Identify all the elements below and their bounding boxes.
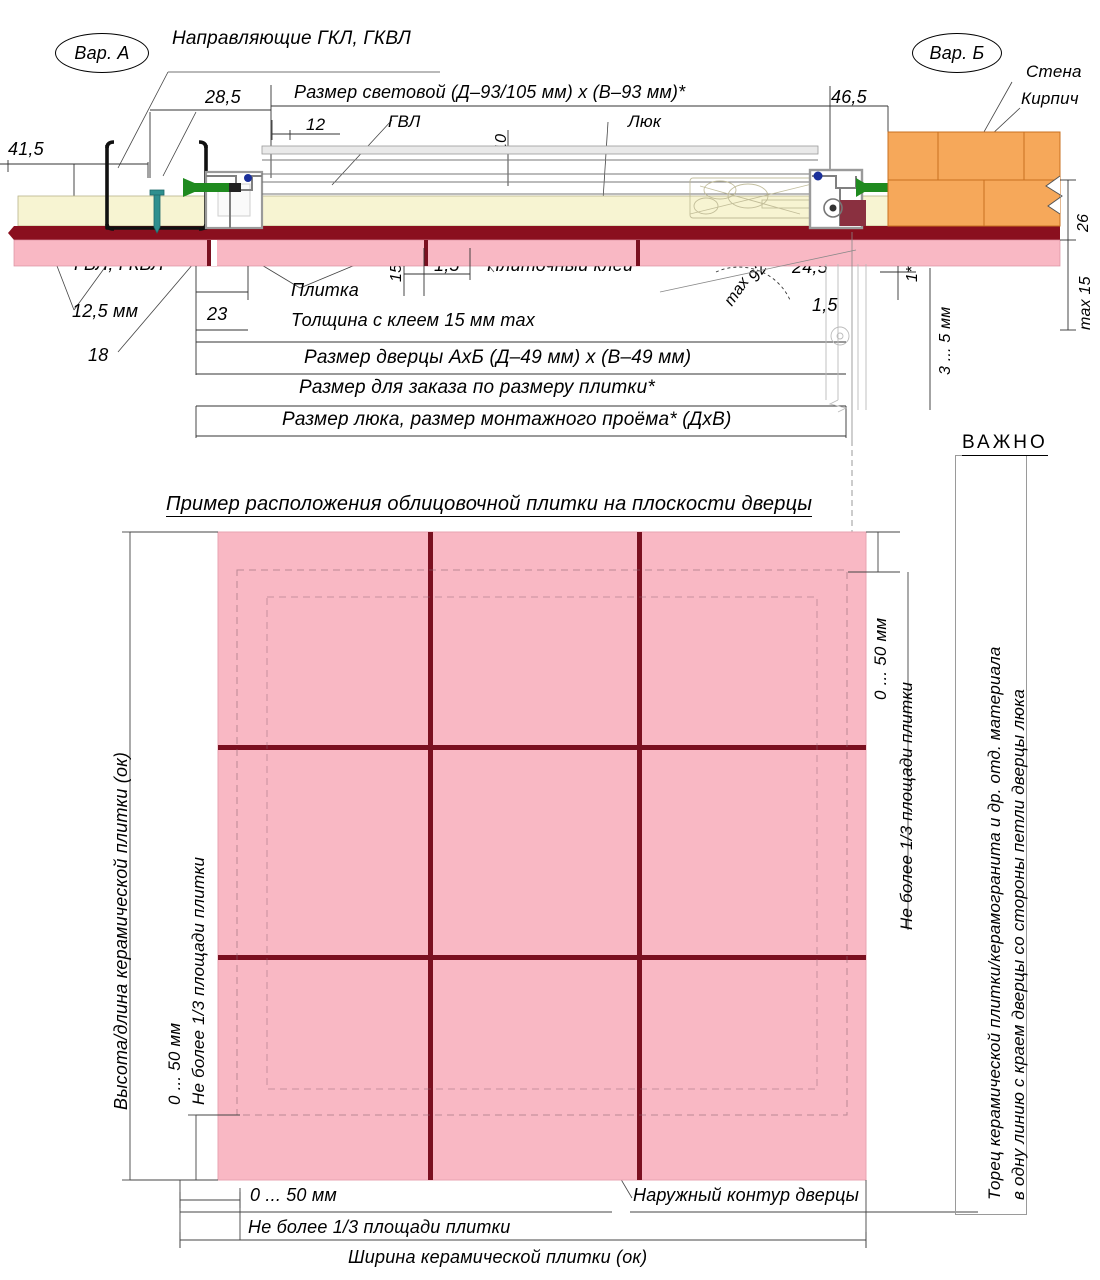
dim-24-5: 24,5 xyxy=(792,257,828,277)
label-thickness-note: Толщина с клеем 15 мм max xyxy=(291,310,535,330)
important-title: ВАЖНО xyxy=(962,432,1048,456)
label-hatch-size: Размер люка, размер монтажного проёма* (… xyxy=(282,409,732,430)
dim-12: 12 xyxy=(306,115,326,134)
dim-angle-max: max xyxy=(721,274,753,310)
plan-right-dim-a: 0 ... 50 мм xyxy=(871,617,890,700)
plan-left-outer-dim: Высота/длина керамической плитки (ок) xyxy=(111,751,131,1110)
label-door-size: Размер дверцы АхБ (Д–49 мм) х (В–49 мм) xyxy=(304,347,692,368)
label-gvl: ГВЛ xyxy=(388,112,421,131)
dim-max-15: max 15 xyxy=(1077,276,1094,330)
dim-angle-92: 92° xyxy=(744,252,775,286)
label-guides: Направляющие ГКЛ, ГКВЛ xyxy=(172,28,412,49)
plan-title: Пример расположения облицовочной плитки … xyxy=(166,493,813,517)
dim-1-5: 1,5 xyxy=(434,255,460,275)
dim-18: 18 xyxy=(88,345,109,365)
label-order-size: Размер для заказа по размеру плитки* xyxy=(299,377,655,398)
label-brick: Кирпич xyxy=(1021,89,1079,108)
balloon-variant-a: Вар. А xyxy=(55,33,149,73)
dim-12-5mm: 12,5 мм xyxy=(72,301,139,321)
variant-b-label: Вар. Б xyxy=(929,43,985,63)
plan-bottom-a: 0 ... 50 мм xyxy=(250,1185,337,1205)
dim-46-5: 46,5 xyxy=(831,87,867,107)
plan-left-inner-dim-a: 0 ... 50 мм xyxy=(165,1022,184,1105)
bolt-left-icon xyxy=(183,178,241,197)
dim-23: 23 xyxy=(207,304,228,324)
plan-bottom-c: Ширина керамической плитки (ок) xyxy=(348,1247,648,1267)
dim-28-5: 28,5 xyxy=(205,87,241,107)
important-line-2: в одну линию с краем дверцы со стороны п… xyxy=(1009,688,1028,1200)
plan-right-dim-b: Не более 1/3 площади плитки xyxy=(897,681,916,930)
label-light-size: Размер световой (Д–93/105 мм) x (В–93 мм… xyxy=(294,82,686,102)
plan-bottom-b: Не более 1/3 площади плитки xyxy=(248,1217,511,1237)
dim-10: 10 xyxy=(493,133,510,152)
variant-a-label: Вар. А xyxy=(74,43,130,63)
label-wall: Стена xyxy=(1026,62,1082,81)
label-gvl-gkvl: ГВЛ, ГКВЛ xyxy=(74,254,164,274)
important-line-1: Торец керамической плитки/керамогранита … xyxy=(985,646,1004,1200)
label-tile-glue: Плиточный клей xyxy=(487,255,634,275)
dim-26: 26 xyxy=(1075,213,1092,232)
plan-left-inner-dim-b: Не более 1/3 площади плитки xyxy=(189,856,208,1105)
balloon-variant-b: Вар. Б xyxy=(912,33,1002,73)
label-tile: Плитка xyxy=(291,280,359,300)
plan-outer-contour: Наружный контур дверцы xyxy=(633,1185,860,1205)
bolt-right-icon xyxy=(856,178,920,197)
dim-15-vertical: 15 xyxy=(388,263,405,282)
dim-41-5: 41,5 xyxy=(8,139,44,159)
dim-1-star: 1* xyxy=(904,266,921,282)
dim-3-5mm: 3 ... 5 мм xyxy=(937,306,954,375)
label-hatch: Люк xyxy=(628,112,662,131)
dim-1-5-b: 1,5 xyxy=(812,295,838,315)
